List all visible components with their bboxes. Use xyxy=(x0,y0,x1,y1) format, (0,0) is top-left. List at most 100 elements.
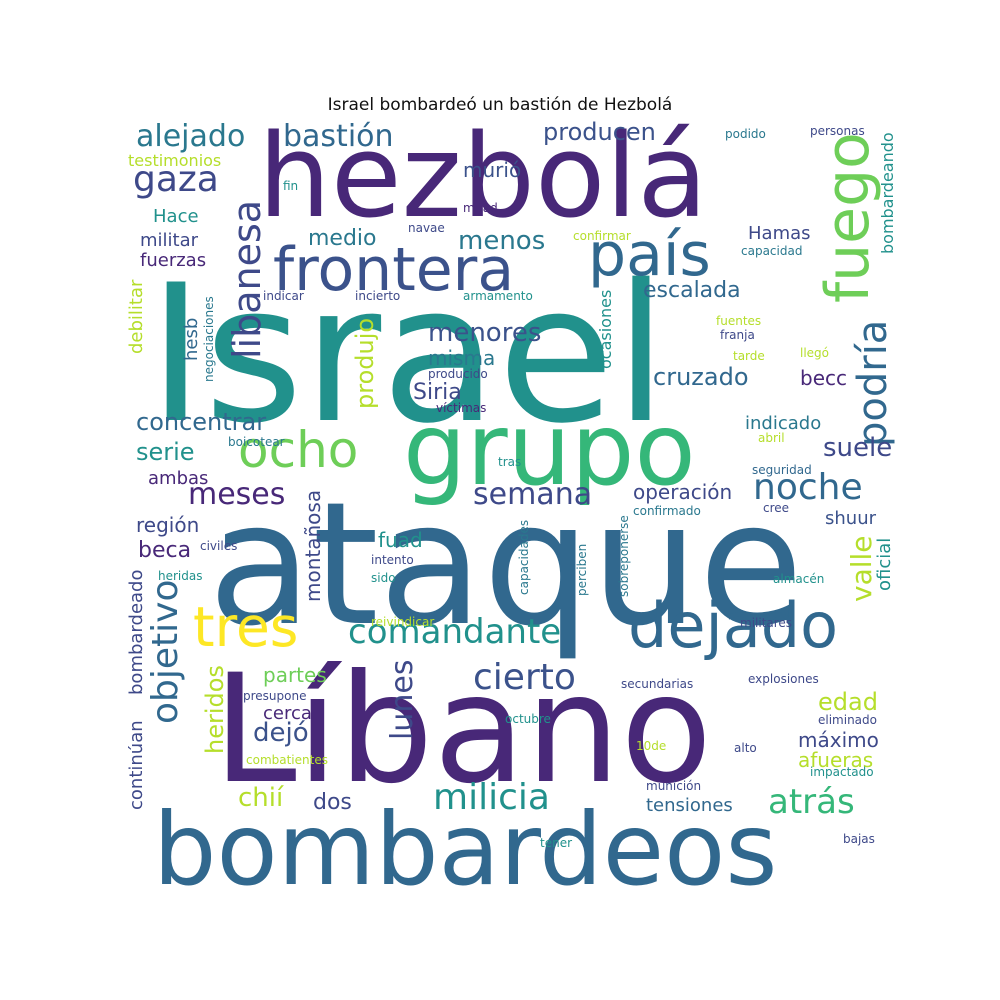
cloud-word: semana xyxy=(473,477,593,512)
cloud-word: debilitar xyxy=(128,279,147,354)
cloud-word: ocasiones xyxy=(596,289,615,369)
cloud-word: secundarias xyxy=(621,677,694,691)
cloud-word: heridas xyxy=(158,569,203,583)
cloud-word: tensiones xyxy=(646,795,733,816)
cloud-word: gaza xyxy=(133,159,219,200)
cloud-word: hesb xyxy=(181,317,202,361)
cloud-word: ambas xyxy=(148,468,209,489)
cloud-word: partes xyxy=(263,663,327,687)
cloud-word: 10de xyxy=(636,739,667,753)
cloud-word: testimonios xyxy=(128,151,222,170)
cloud-word: hezbolá xyxy=(258,120,708,244)
cloud-word: boicotear xyxy=(228,435,285,449)
cloud-word: intento xyxy=(371,553,414,567)
cloud-word: meses xyxy=(188,477,286,512)
cloud-word: medio xyxy=(308,226,377,251)
cloud-word: militar xyxy=(140,230,199,251)
cloud-word: escalada xyxy=(643,278,741,303)
cloud-word: octubre xyxy=(505,712,551,726)
cloud-word: libanesa xyxy=(225,199,269,359)
cloud-word: personas xyxy=(810,124,865,138)
cloud-word: seguridad xyxy=(752,463,812,477)
cloud-word: valle xyxy=(845,535,878,602)
cloud-word: suele xyxy=(823,433,893,463)
cloud-word: Siria xyxy=(413,380,462,405)
cloud-word: capacidades xyxy=(517,519,531,595)
cloud-word: podría xyxy=(850,319,896,447)
cloud-word: presupone xyxy=(243,689,307,703)
cloud-word: grupo xyxy=(403,391,696,508)
cloud-word: produjo xyxy=(351,317,379,409)
cloud-word: comandante xyxy=(348,612,562,652)
cloud-word: bajas xyxy=(843,832,875,846)
cloud-word: dejó xyxy=(253,718,309,748)
cloud-word: becc xyxy=(800,366,847,390)
cloud-word: ataque xyxy=(208,466,804,664)
cloud-word: impactado xyxy=(810,765,874,779)
cloud-word: bombardeando xyxy=(878,132,897,254)
cloud-word: noche xyxy=(753,467,863,508)
cloud-word: incierto xyxy=(355,289,401,303)
cloud-word: cerca xyxy=(263,703,312,724)
cloud-word: operación xyxy=(633,480,733,504)
cloud-word: tras xyxy=(498,455,522,469)
cloud-word: shuur xyxy=(825,508,877,529)
cloud-word: máximo xyxy=(798,728,879,752)
cloud-word: bombardeos xyxy=(153,791,778,895)
cloud-word: chií xyxy=(238,783,284,813)
cloud-word: sobreponerse xyxy=(617,515,631,597)
cloud-word: dos xyxy=(313,790,352,815)
cloud-word: fuerzas xyxy=(140,250,207,271)
cloud-word: indicar xyxy=(263,289,304,303)
cloud-word: cruzado xyxy=(653,363,749,391)
cloud-word: negociaciones xyxy=(202,296,216,382)
cloud-word: tres xyxy=(193,595,299,659)
cloud-word: mitad xyxy=(463,201,498,215)
cloud-word: llegó xyxy=(800,346,830,360)
cloud-word: navae xyxy=(408,221,445,235)
word-cloud: Israel ataque Líbano hezbolá bombardeos grupo… xyxy=(128,120,902,894)
cloud-word: oficial xyxy=(874,537,895,591)
cloud-word: franja xyxy=(720,328,755,342)
cloud-word: afueras xyxy=(798,748,874,772)
cloud-word: producen xyxy=(543,120,656,146)
cloud-word: fuentes xyxy=(716,314,762,328)
cloud-word: tarde xyxy=(733,349,765,363)
cloud-word: civiles xyxy=(200,539,238,553)
cloud-word: abril xyxy=(758,431,785,445)
cloud-word: misma xyxy=(428,346,496,370)
cloud-word: ocho xyxy=(238,421,359,479)
cloud-word: perciben xyxy=(575,543,589,596)
cloud-word: serie xyxy=(136,438,195,466)
cloud-word: montañosa xyxy=(301,489,325,602)
cloud-word: fin xyxy=(283,179,299,193)
cloud-word: objetivo xyxy=(145,579,186,724)
cloud-word: cree xyxy=(763,501,790,515)
cloud-word: edad xyxy=(818,688,878,716)
cloud-word: lunes xyxy=(385,659,420,740)
cloud-word: cierto xyxy=(473,657,576,698)
cloud-word: milicia xyxy=(433,777,550,818)
cloud-word: menos xyxy=(458,226,546,256)
cloud-word: munición xyxy=(646,779,702,793)
cloud-word: país xyxy=(588,220,711,290)
cloud-word: Líbano xyxy=(213,643,713,817)
cloud-word: alto xyxy=(734,741,757,755)
cloud-word: Israel xyxy=(148,244,668,465)
cloud-word: continúan xyxy=(128,720,147,810)
cloud-word: producido xyxy=(428,367,488,381)
cloud-word: Hamas xyxy=(748,223,811,244)
cloud-word: región xyxy=(136,513,200,537)
cloud-word: almacén xyxy=(773,572,825,586)
cloud-word: reivindicar xyxy=(371,615,435,629)
cloud-word: concentrar xyxy=(136,408,267,436)
cloud-word: confirmar xyxy=(573,229,631,243)
cloud-word: murió xyxy=(463,158,522,182)
cloud-word: bastión xyxy=(283,120,394,154)
cloud-word: militares xyxy=(740,616,793,630)
cloud-word: menores xyxy=(428,318,542,348)
cloud-word: bombardeado xyxy=(128,569,147,695)
cloud-word: capacidad xyxy=(741,244,803,258)
cloud-word: alejado xyxy=(136,120,246,154)
cloud-word: beca xyxy=(138,538,192,563)
